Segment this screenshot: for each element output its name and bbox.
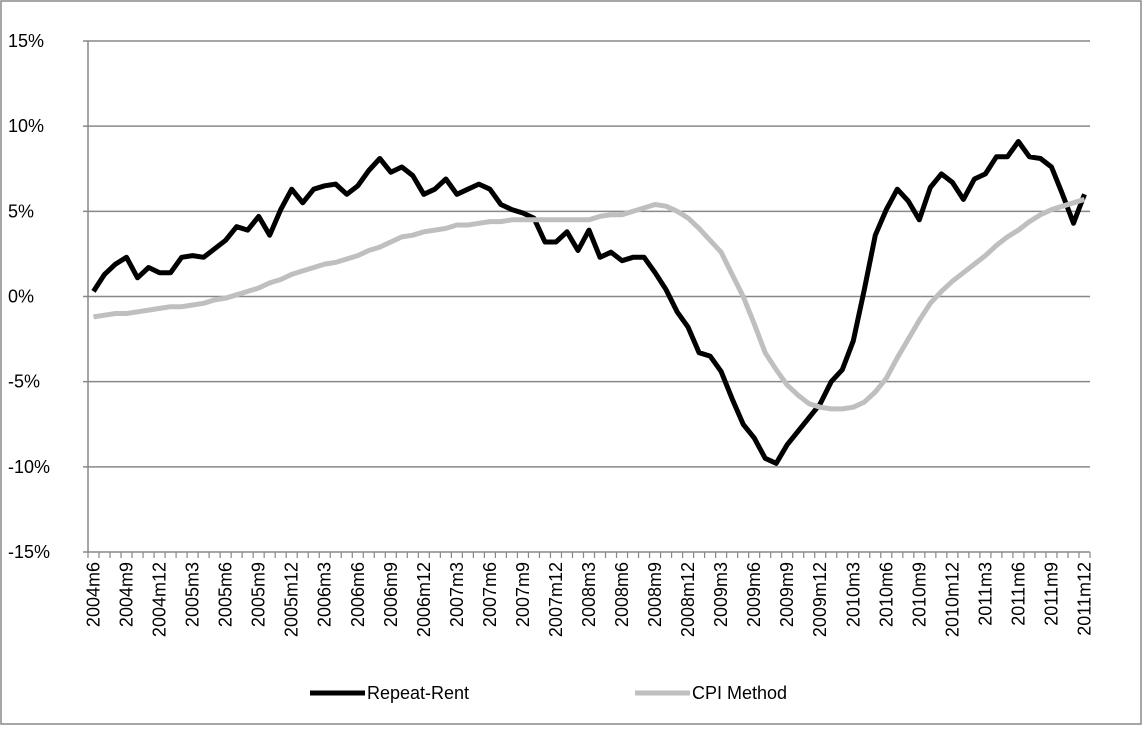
y-tick-label: 0% (8, 287, 34, 307)
x-tick-label: 2004m12 (150, 562, 170, 637)
x-tick-label: 2011m3 (975, 562, 995, 626)
x-tick-label: 2006m9 (381, 562, 401, 627)
x-tick-label: 2005m6 (216, 562, 236, 627)
y-tick-label: -15% (8, 542, 50, 562)
y-tick-label: 10% (8, 116, 44, 136)
x-tick-label: 2010m9 (909, 562, 929, 627)
series-line (91, 139, 1087, 466)
x-tick-label: 2007m9 (513, 562, 533, 627)
x-tick-label: 2004m6 (84, 562, 104, 627)
y-tick-label: -5% (8, 372, 40, 392)
x-tick-label: 2009m9 (777, 562, 797, 627)
x-tick-label: 2004m9 (117, 562, 137, 627)
x-tick-label: 2009m12 (810, 562, 830, 637)
x-tick-label: 2010m12 (942, 562, 962, 637)
x-tick-label: 2007m3 (447, 562, 467, 627)
x-tick-label: 2007m6 (480, 562, 500, 627)
x-tick-label: 2006m6 (348, 562, 368, 627)
y-tick-label: -10% (8, 457, 50, 477)
x-tick-label: 2005m12 (282, 562, 302, 637)
legend-label: Repeat-Rent (367, 683, 469, 703)
x-tick-label: 2011m9 (1041, 562, 1061, 626)
x-tick-label: 2005m9 (249, 562, 269, 627)
x-tick-label: 2010m6 (876, 562, 896, 627)
x-tick-label: 2011m12 (1074, 562, 1094, 636)
x-tick-label: 2007m12 (546, 562, 566, 637)
y-tick-label: 5% (8, 201, 34, 221)
x-tick-label: 2008m9 (645, 562, 665, 627)
x-tick-label: 2009m3 (711, 562, 731, 627)
legend-label: CPI Method (692, 683, 787, 703)
x-tick-label: 2006m3 (315, 562, 335, 627)
x-tick-label: 2008m6 (612, 562, 632, 627)
x-tick-label: 2005m3 (183, 562, 203, 627)
x-tick-label: 2008m12 (678, 562, 698, 637)
series-line (93, 197, 1086, 412)
x-tick-label: 2006m12 (414, 562, 434, 637)
x-tick-label: 2011m6 (1008, 562, 1028, 626)
x-tick-label: 2008m3 (579, 562, 599, 627)
x-tick-label: 2010m3 (843, 562, 863, 627)
x-tick-label: 2009m6 (744, 562, 764, 627)
y-tick-label: 15% (8, 31, 44, 51)
